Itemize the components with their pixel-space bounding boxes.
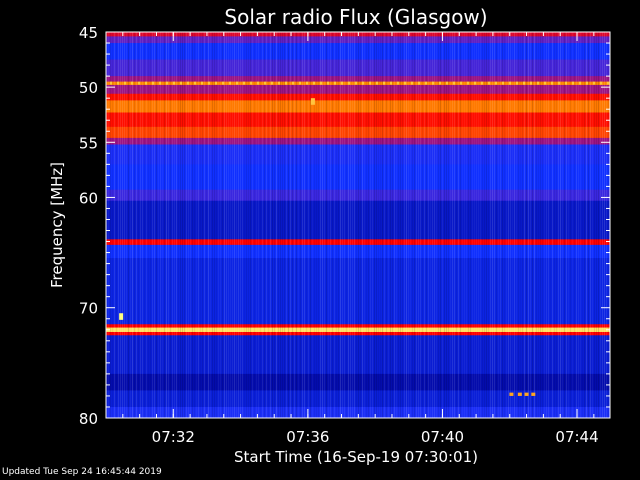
y-tick-label: 55 bbox=[79, 134, 98, 152]
frequency-band-1 bbox=[106, 36, 610, 44]
frequency-band-23 bbox=[106, 373, 610, 391]
frequency-band-9 bbox=[106, 112, 610, 128]
y-axis-label: Frequency [MHz] bbox=[48, 162, 66, 288]
frequency-band-14 bbox=[106, 189, 610, 202]
frequency-band-22 bbox=[106, 335, 610, 375]
frequency-band-15 bbox=[106, 200, 610, 240]
heatmap-area bbox=[106, 32, 610, 418]
frequency-band-19 bbox=[106, 324, 610, 328]
y-tick-label: 70 bbox=[79, 300, 98, 318]
frequency-band-17 bbox=[106, 244, 610, 259]
frequency-band-7 bbox=[106, 93, 610, 101]
x-axis-label: Start Time (16-Sep-19 07:30:01) bbox=[234, 448, 478, 466]
y-tick-label: 45 bbox=[79, 24, 98, 42]
x-tick-label: 07:40 bbox=[421, 428, 464, 446]
frequency-band-4 bbox=[106, 76, 610, 83]
frequency-band-18 bbox=[106, 258, 610, 325]
frequency-band-11 bbox=[106, 137, 610, 145]
y-tick-label: 50 bbox=[79, 79, 98, 97]
burst-spot-2 bbox=[509, 392, 514, 396]
frequency-band-16 bbox=[106, 239, 610, 246]
burst-spot-4 bbox=[524, 392, 529, 396]
frequency-band-2 bbox=[106, 43, 610, 60]
noise-texture bbox=[106, 32, 609, 418]
x-tick-label: 07:32 bbox=[152, 428, 195, 446]
frequency-band-13 bbox=[106, 164, 610, 191]
frequency-band-20 bbox=[106, 327, 610, 333]
frequency-band-24 bbox=[106, 390, 610, 408]
frequency-band-5 bbox=[106, 81, 610, 86]
update-timestamp: Updated Tue Sep 24 16:45:44 2019 bbox=[2, 467, 162, 477]
x-tick-label: 07:36 bbox=[286, 428, 329, 446]
frequency-band-10 bbox=[106, 126, 610, 139]
y-tick-label: 60 bbox=[79, 189, 98, 207]
frequency-band-21 bbox=[106, 331, 610, 336]
frequency-band-8 bbox=[106, 100, 610, 113]
burst-spot-5 bbox=[531, 392, 536, 396]
frequency-band-12 bbox=[106, 144, 610, 165]
frequency-band-25 bbox=[106, 406, 610, 418]
frequency-band-3 bbox=[106, 59, 610, 77]
burst-spot-3 bbox=[517, 392, 522, 396]
burst-spot-0 bbox=[310, 98, 315, 105]
axes: 45 50 55 60 70 80 07:32 07:36 07:40 07:44 bbox=[79, 24, 611, 446]
burst-spot-1 bbox=[119, 313, 124, 320]
frequency-band-6 bbox=[106, 84, 610, 95]
chart-title: Solar radio Flux (Glasgow) bbox=[224, 5, 487, 29]
y-tick-label: 80 bbox=[79, 410, 98, 428]
x-tick-label: 07:44 bbox=[555, 428, 598, 446]
